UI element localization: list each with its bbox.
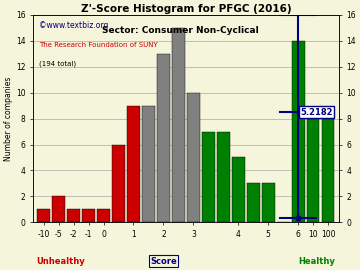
Bar bbox=[232, 157, 245, 222]
Bar bbox=[217, 131, 230, 222]
Bar bbox=[82, 209, 95, 222]
Text: 5.2182: 5.2182 bbox=[300, 108, 333, 117]
Bar bbox=[187, 93, 200, 222]
Bar bbox=[247, 183, 260, 222]
Bar bbox=[292, 41, 305, 222]
Y-axis label: Number of companies: Number of companies bbox=[4, 76, 13, 161]
Bar bbox=[112, 144, 125, 222]
Bar bbox=[262, 183, 275, 222]
Bar bbox=[67, 209, 80, 222]
Bar bbox=[97, 209, 110, 222]
Bar bbox=[157, 54, 170, 222]
Bar bbox=[37, 209, 50, 222]
Text: (194 total): (194 total) bbox=[39, 60, 76, 67]
Bar bbox=[52, 196, 65, 222]
Text: ©www.textbiz.org: ©www.textbiz.org bbox=[39, 21, 109, 30]
Bar bbox=[172, 28, 185, 222]
Bar bbox=[202, 131, 215, 222]
Bar bbox=[127, 106, 140, 222]
Bar bbox=[307, 119, 319, 222]
Bar bbox=[142, 106, 155, 222]
Text: Sector: Consumer Non-Cyclical: Sector: Consumer Non-Cyclical bbox=[102, 26, 258, 35]
Text: Score: Score bbox=[150, 257, 177, 266]
Text: Healthy: Healthy bbox=[299, 257, 336, 266]
Text: The Research Foundation of SUNY: The Research Foundation of SUNY bbox=[39, 42, 158, 48]
Title: Z'-Score Histogram for PFGC (2016): Z'-Score Histogram for PFGC (2016) bbox=[81, 4, 291, 14]
Text: Unhealthy: Unhealthy bbox=[36, 257, 85, 266]
Bar bbox=[322, 119, 334, 222]
